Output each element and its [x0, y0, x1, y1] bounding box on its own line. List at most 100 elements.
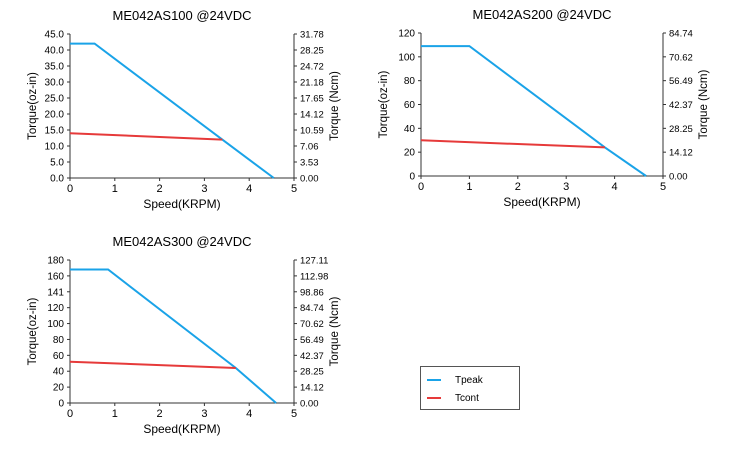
y-tick-label: 25.0 — [45, 94, 65, 105]
y-tick-label: 45.0 — [45, 30, 65, 41]
y-tick-label: 30.0 — [45, 78, 65, 89]
chart-title: ME042AS300 @24VDC — [113, 234, 252, 249]
y-tick-label: 120 — [47, 303, 64, 314]
y-tick-label: 0 — [58, 399, 64, 410]
x-tick-label: 2 — [157, 408, 163, 420]
y2-tick-label: 0.00 — [669, 172, 688, 183]
y-tick-label: 80 — [53, 335, 65, 346]
series-line-tpeak — [421, 45, 647, 177]
y-tick-label: 40.0 — [45, 46, 65, 57]
x-tick-label: 1 — [112, 183, 118, 195]
y2-tick-label: 70.62 — [300, 319, 324, 330]
x-tick-label: 4 — [246, 408, 252, 420]
x-tick-label: 4 — [246, 183, 252, 195]
y-tick-label: 0 — [409, 172, 415, 183]
x-tick-label: 3 — [563, 181, 569, 193]
y-tick-label: 141 — [47, 287, 64, 298]
y2-axis-label: Torque (Ncm) — [698, 70, 710, 140]
x-tick-label: 5 — [291, 183, 297, 195]
y-tick-label: 0.0 — [50, 174, 64, 185]
legend-label-tcont: Tcont — [455, 392, 479, 404]
x-tick-label: 5 — [291, 408, 297, 420]
y2-tick-label: 56.49 — [669, 76, 693, 87]
x-axis-label: Speed(KRPM) — [503, 195, 580, 209]
legend-item-tcont: Tcont — [427, 391, 479, 405]
x-axis-label: Speed(KRPM) — [143, 197, 220, 211]
series-line-tcont — [69, 360, 236, 369]
y-tick-label: 40 — [53, 367, 65, 378]
y2-tick-label: 24.72 — [300, 62, 324, 73]
y2-tick-label: 28.25 — [669, 124, 693, 135]
y2-tick-label: 84.74 — [300, 303, 324, 314]
y-tick-label: 100 — [398, 52, 415, 63]
legend-item-tpeak: Tpeak — [427, 373, 483, 387]
x-tick-label: 0 — [418, 181, 424, 193]
x-tick-label: 0 — [67, 408, 73, 420]
x-tick-label: 5 — [660, 181, 666, 193]
y-axis-label: Torque(oz-in) — [27, 72, 39, 140]
y2-tick-label: 127.11 — [300, 256, 328, 267]
y-tick-label: 20 — [404, 148, 416, 159]
y-tick-label: 60 — [404, 100, 416, 111]
y2-tick-label: 84.74 — [669, 29, 693, 40]
y-tick-label: 20 — [53, 383, 65, 394]
y2-tick-label: 3.53 — [300, 158, 319, 169]
chart-3: ME042AS300 @24VDC02040608010012014116018… — [27, 234, 341, 436]
y-tick-label: 100 — [47, 319, 64, 330]
x-tick-label: 3 — [201, 183, 207, 195]
y-tick-label: 160 — [47, 271, 64, 282]
y2-tick-label: 112.98 — [300, 271, 328, 282]
x-tick-label: 2 — [157, 183, 163, 195]
y2-tick-label: 10.59 — [300, 126, 324, 137]
series-line-tpeak — [70, 42, 275, 179]
y-axis-label: Torque(oz-in) — [27, 297, 39, 365]
y-tick-label: 60 — [53, 351, 65, 362]
y-tick-label: 5.0 — [50, 158, 64, 169]
chart-title: ME042AS200 @24VDC — [473, 7, 612, 22]
x-axis-label: Speed(KRPM) — [143, 422, 220, 436]
legend-swatch-tpeak — [427, 379, 441, 381]
x-tick-label: 1 — [112, 408, 118, 420]
chart-title: ME042AS100 @24VDC — [113, 8, 252, 23]
legend-swatch-tcont — [427, 397, 441, 399]
legend: Tpeak Tcont — [420, 366, 520, 410]
y2-tick-label: 14.12 — [300, 383, 324, 394]
y-tick-label: 180 — [47, 256, 64, 267]
series-line-tcont — [420, 139, 605, 149]
x-tick-label: 1 — [466, 181, 472, 193]
series-line-tcont — [69, 132, 223, 141]
y2-tick-label: 42.37 — [300, 351, 324, 362]
y2-tick-label: 0.00 — [300, 174, 319, 185]
y2-tick-label: 70.62 — [669, 52, 693, 63]
y-tick-label: 40 — [404, 124, 416, 135]
y2-axis-label: Torque (Ncm) — [329, 297, 341, 367]
y-tick-label: 20.0 — [45, 110, 65, 121]
y-tick-label: 35.0 — [45, 62, 65, 73]
chart-1: ME042AS100 @24VDC 0.0 5.0 10.0 15.0 20.0 25.0 3… — [27, 8, 341, 211]
y2-tick-label: 56.49 — [300, 335, 324, 346]
y-tick-label: 80 — [404, 76, 416, 87]
chart-2: ME042AS200 @24VDC0204060801001200.0014.1… — [378, 7, 710, 209]
y-tick-label: 120 — [398, 29, 415, 40]
y2-tick-label: 7.06 — [300, 142, 319, 153]
y2-tick-label: 21.18 — [300, 78, 324, 89]
x-tick-label: 4 — [612, 181, 618, 193]
x-tick-label: 2 — [515, 181, 521, 193]
x-tick-label: 0 — [67, 183, 73, 195]
y2-tick-label: 28.25 — [300, 46, 324, 57]
y-tick-label: 10.0 — [45, 142, 65, 153]
y2-tick-label: 0.00 — [300, 399, 319, 410]
y2-tick-label: 14.12 — [300, 110, 324, 121]
y2-tick-label: 28.25 — [300, 367, 324, 378]
y2-tick-label: 42.37 — [669, 100, 693, 111]
y2-tick-label: 98.86 — [300, 287, 324, 298]
x-tick-label: 3 — [201, 408, 207, 420]
y2-axis-label: Torque (Ncm) — [329, 71, 341, 141]
legend-label-tpeak: Tpeak — [455, 374, 483, 386]
y2-tick-label: 17.65 — [300, 94, 324, 105]
y2-tick-label: 31.78 — [300, 30, 324, 41]
y2-tick-label: 14.12 — [669, 148, 693, 159]
y-tick-label: 15.0 — [45, 126, 65, 137]
series-line-tpeak — [70, 268, 277, 404]
